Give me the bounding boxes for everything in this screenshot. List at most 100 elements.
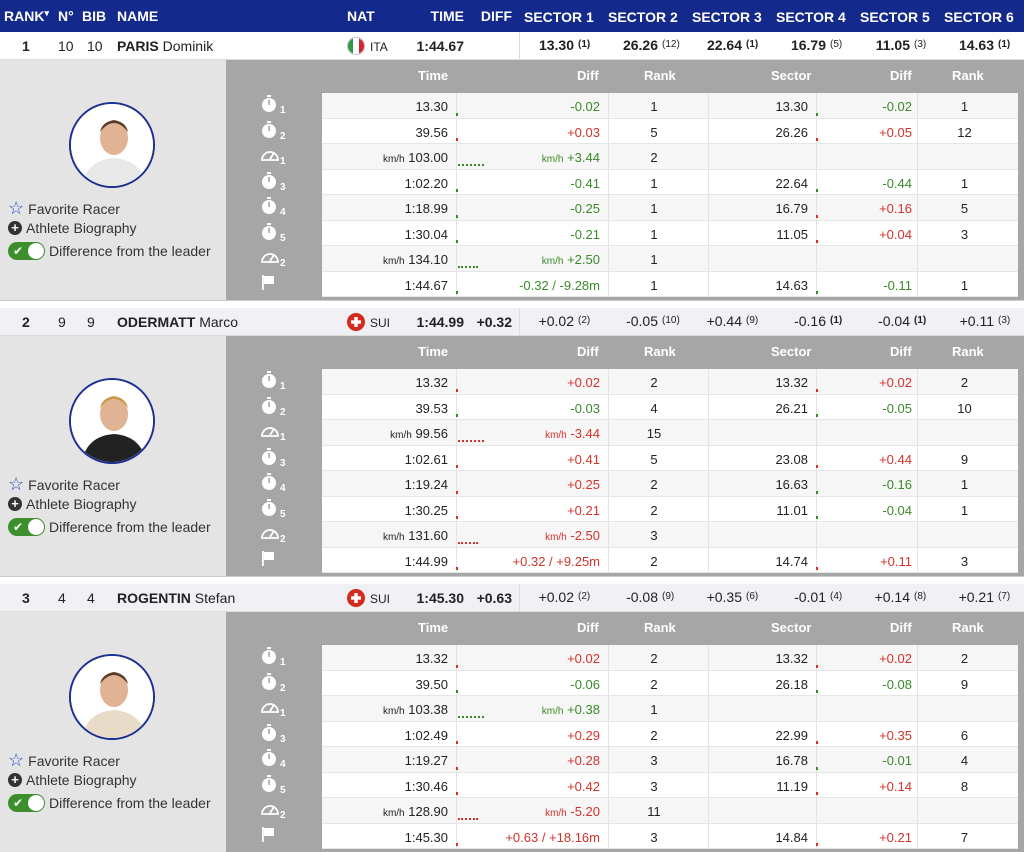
bio-label: Athlete Biography (26, 220, 137, 236)
split-index: 5 (280, 232, 286, 244)
racer-name[interactable]: ROGENTIN Stefan (117, 590, 235, 606)
split-diff: +0.29 (567, 728, 600, 743)
trend-marker (456, 414, 458, 417)
diff-value: +0.28 (567, 753, 600, 768)
split-rank: 2 (650, 676, 658, 692)
split-rank: 5 (650, 451, 658, 467)
athlete-biography-button[interactable]: + Athlete Biography (8, 496, 137, 512)
col-sector-diff: Diff (890, 344, 912, 359)
sector-diff: +0.44 (879, 451, 912, 467)
diff-value: -5.20 (570, 804, 600, 819)
split-index: 2 (280, 258, 286, 269)
racer-detail-panel: ☆ Favorite Racer + Athlete Biography ✔ Diff… (0, 612, 1024, 852)
first-name: Stefan (194, 590, 236, 606)
split-index: 5 (280, 784, 286, 796)
trend-marker (456, 138, 458, 141)
header-sector-4: SECTOR 4 (776, 9, 846, 25)
header-rank[interactable]: RANK▾ (4, 8, 49, 24)
sector-value: -0.16 (794, 313, 826, 329)
sector-rank: (9) (662, 591, 675, 602)
stopwatch-icon: 3 (260, 171, 290, 194)
trend-marker (456, 465, 458, 468)
diff-leader-toggle[interactable]: ✔ Difference from the leader (8, 242, 211, 260)
athlete-biography-button[interactable]: + Athlete Biography (8, 220, 137, 236)
split-rank: 1 (650, 277, 658, 293)
unit-label: km/h (545, 808, 567, 819)
sector-rank: (12) (662, 39, 680, 50)
trend-marker (456, 112, 458, 116)
split-rank: 3 (650, 778, 658, 794)
split-diff: -0.41 (570, 176, 600, 191)
sector-diff: +0.05 (879, 124, 912, 140)
sector-rank: (8) (914, 591, 927, 602)
diff-value: +0.42 (567, 778, 600, 794)
racer-detail-panel: ☆ Favorite Racer + Athlete Biography ✔ Diff… (0, 336, 1024, 576)
toggle-switch[interactable]: ✔ (8, 518, 45, 536)
col-diff: Diff (577, 344, 599, 359)
split-time: km/h 99.56 (390, 426, 448, 441)
racer-row[interactable]: 2 9 9 ODERMATT Marco SUI 1:44.99 +0.32 +… (0, 308, 1024, 336)
split-index: 4 (280, 207, 286, 218)
unit-label: km/h (382, 154, 405, 165)
sector-time: 14.84 (775, 829, 808, 845)
toggle-switch[interactable]: ✔ (8, 242, 45, 260)
split-time: 1:19.24 (405, 477, 448, 492)
sort-arrow-icon[interactable]: ▾ (44, 8, 49, 18)
diff-leader-toggle[interactable]: ✔ Difference from the leader (8, 794, 211, 812)
sector-rank: 5 (960, 201, 969, 216)
speed-icon: 2 (260, 248, 290, 270)
time-value: 131.60 (408, 528, 448, 543)
time-value: 99.56 (415, 426, 448, 441)
sector-rank: 12 (957, 124, 972, 140)
time-value: 13.32 (415, 651, 448, 666)
split-rank: 1 (650, 226, 658, 242)
unit-label: km/h (545, 532, 567, 543)
sector-time: 26.18 (775, 676, 808, 692)
favorite-label: Favorite Racer (28, 752, 120, 769)
diff-leader-label: Difference from the leader (49, 519, 211, 535)
col-rank: Rank (644, 344, 676, 359)
split-row: 5 1:30.46 +0.42 3 11.19 +0.14 8 (262, 772, 1018, 798)
speed-icon: 1 (260, 698, 290, 720)
sector-diff: -0.08 (882, 676, 912, 692)
favorite-racer-button[interactable]: ☆ Favorite Racer (8, 474, 120, 495)
diff-leader-toggle[interactable]: ✔ Difference from the leader (8, 518, 211, 536)
split-time: 1:02.20 (405, 176, 448, 191)
toggle-switch[interactable]: ✔ (8, 794, 45, 812)
trend-marker (456, 490, 458, 494)
stopwatch-icon: 5 (260, 498, 290, 521)
time-value: 1:02.20 (404, 175, 448, 191)
trend-marker (456, 567, 458, 570)
racer-name[interactable]: ODERMATT Marco (117, 314, 238, 330)
split-index: 2 (280, 682, 286, 694)
col-diff: Diff (577, 620, 599, 635)
diff-value: +0.03 (567, 124, 600, 140)
sector-diff: +0.04 (879, 226, 912, 242)
racer-nat: ITA (370, 40, 388, 54)
time-value: 13.32 (415, 375, 448, 390)
racer-bib: 9 (87, 314, 95, 330)
racer-name[interactable]: PARIS Dominik (117, 38, 213, 54)
sector-rank: 3 (960, 553, 969, 569)
sector-rank: (10) (662, 315, 680, 326)
racer-row[interactable]: 3 4 4 ROGENTIN Stefan SUI 1:45.30 +0.63 … (0, 584, 1024, 612)
sector-rank: 3 (960, 226, 969, 242)
sector-time: 26.26 (775, 124, 808, 140)
racer-row[interactable]: 1 10 10 PARIS Dominik ITA 1:44.67 13.30 (… (0, 32, 1024, 60)
athlete-photo (69, 102, 155, 188)
sector-rank: 1 (960, 502, 969, 518)
split-diff: -0.32 / -9.28m (519, 278, 600, 293)
favorite-racer-button[interactable]: ☆ Favorite Racer (8, 198, 120, 219)
diff-value: -0.25 (570, 201, 600, 216)
stopwatch-icon: 4 (260, 749, 290, 771)
split-row: 4 1:19.27 +0.28 3 16.78 -0.01 4 (262, 747, 1018, 773)
racer-rank: 2 (22, 314, 30, 330)
split-diff: +0.28 (567, 753, 600, 768)
favorite-racer-button[interactable]: ☆ Favorite Racer (8, 750, 120, 771)
stopwatch-icon: 3 (260, 723, 290, 746)
header-rank-label: RANK (4, 8, 45, 24)
sector-time: 14.74 (775, 553, 808, 569)
athlete-biography-button[interactable]: + Athlete Biography (8, 772, 137, 788)
star-icon: ☆ (8, 474, 25, 494)
check-icon: ✔ (13, 796, 24, 810)
